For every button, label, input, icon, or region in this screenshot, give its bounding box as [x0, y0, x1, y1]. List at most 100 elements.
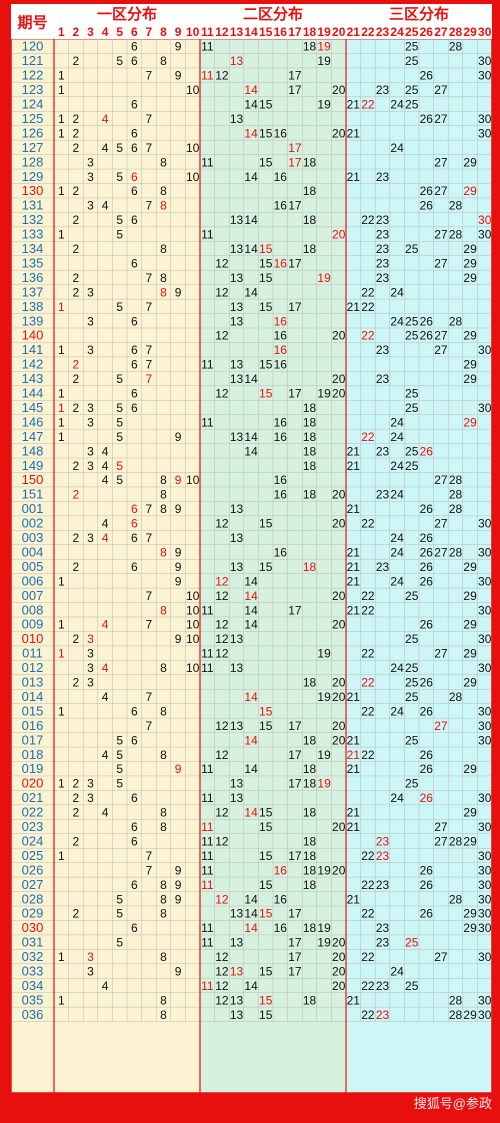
drawn-number: 14 — [244, 589, 258, 603]
drawn-number: 9 — [175, 574, 182, 588]
table-row: 032 1 3 8 12 17 20 22 27 30 — [22, 949, 492, 964]
drawn-number: 18 — [303, 155, 317, 169]
drawn-number: 15 — [259, 242, 273, 256]
drawn-number: 24 — [390, 704, 404, 718]
drawn-number: 9 — [175, 863, 182, 877]
header-background — [11, 4, 492, 39]
column-header-24: 24 — [390, 25, 404, 39]
drawn-number: 11 — [201, 820, 214, 834]
drawn-number: 30 — [478, 545, 492, 559]
issue-number: 136 — [22, 270, 44, 285]
drawn-number: 19 — [317, 748, 331, 762]
drawn-number: 15 — [259, 806, 273, 820]
drawn-number: 20 — [332, 387, 346, 401]
drawn-number: 10 — [186, 141, 200, 155]
drawn-number: 18 — [303, 993, 317, 1007]
drawn-number: 13 — [230, 936, 244, 950]
issue-number: 151 — [22, 487, 44, 502]
drawn-number: 29 — [463, 155, 477, 169]
drawn-number: 26 — [420, 531, 434, 545]
table-row: 123 1 10 14 17 20 23 25 27 — [22, 82, 448, 97]
drawn-number: 6 — [131, 126, 138, 140]
drawn-number: 2 — [73, 777, 80, 791]
drawn-number: 2 — [73, 242, 80, 256]
drawn-number: 12 — [215, 647, 229, 661]
issue-number: 135 — [22, 255, 44, 270]
drawn-number: 18 — [303, 213, 317, 227]
drawn-number: 15 — [259, 719, 273, 733]
issue-number: 018 — [22, 747, 44, 762]
drawn-number: 23 — [376, 83, 390, 97]
table-row: 145 1 2 3 5 6 18 25 30 — [22, 400, 492, 415]
drawn-number: 17 — [288, 603, 302, 617]
drawn-number: 20 — [332, 965, 346, 979]
drawn-number: 20 — [332, 83, 346, 97]
drawn-number: 12 — [215, 806, 229, 820]
drawn-number: 15 — [259, 387, 273, 401]
drawn-number: 1 — [58, 415, 65, 429]
drawn-number: 4 — [102, 979, 109, 993]
drawn-number: 3 — [87, 401, 94, 415]
drawn-number: 23 — [376, 213, 390, 227]
drawn-number: 29 — [463, 647, 477, 661]
drawn-number: 23 — [376, 170, 390, 184]
drawn-number: 28 — [449, 314, 463, 328]
issue-number: 028 — [22, 891, 44, 906]
drawn-number: 26 — [420, 907, 434, 921]
issue-number: 015 — [22, 703, 44, 718]
drawn-number: 8 — [160, 488, 167, 502]
drawn-number: 26 — [420, 502, 434, 516]
drawn-number: 16 — [274, 415, 288, 429]
drawn-number: 16 — [274, 329, 288, 343]
column-header-26: 26 — [420, 25, 434, 39]
drawn-number: 29 — [463, 358, 477, 372]
table-row: 017 5 6 14 18 20 21 25 30 — [22, 732, 492, 747]
drawn-number: 5 — [116, 430, 123, 444]
column-header-9: 9 — [175, 25, 182, 39]
drawn-number: 27 — [434, 834, 448, 848]
drawn-number: 3 — [87, 950, 94, 964]
drawn-number: 22 — [361, 676, 375, 690]
table-row: 121 2 5 6 8 13 19 25 30 — [22, 53, 492, 68]
drawn-number: 7 — [146, 300, 153, 314]
table-row: 133 1 5 11 20 23 27 28 30 — [22, 227, 492, 242]
drawn-number: 16 — [274, 314, 288, 328]
drawn-number: 12 — [215, 834, 229, 848]
drawn-number: 17 — [288, 965, 302, 979]
drawn-number: 14 — [244, 83, 258, 97]
table-row: 131 3 4 7 8 16 17 26 28 — [22, 198, 463, 213]
issue-number: 127 — [22, 140, 44, 155]
issue-number: 146 — [22, 414, 44, 429]
drawn-number: 1 — [58, 993, 65, 1007]
issue-number: 126 — [22, 125, 44, 140]
drawn-number: 11 — [201, 40, 214, 54]
drawn-number: 26 — [420, 112, 434, 126]
table-row: 008 8 10 11 14 17 21 22 30 — [22, 602, 492, 617]
drawn-number: 25 — [405, 444, 419, 458]
drawn-number: 25 — [405, 733, 419, 747]
drawn-number: 28 — [449, 199, 463, 213]
drawn-number: 29 — [463, 184, 477, 198]
issue-column-background — [11, 39, 54, 1093]
table-row: 031 5 11 13 17 19 20 23 25 — [22, 935, 419, 950]
drawn-number: 12 — [215, 589, 229, 603]
drawn-number: 5 — [116, 415, 123, 429]
drawn-number: 23 — [376, 849, 390, 863]
drawn-number: 3 — [87, 632, 94, 646]
drawn-number: 9 — [175, 762, 182, 776]
drawn-number: 14 — [244, 979, 258, 993]
drawn-number: 6 — [131, 517, 138, 531]
drawn-number: 2 — [73, 54, 80, 68]
drawn-number: 10 — [186, 83, 200, 97]
issue-number: 150 — [22, 472, 44, 487]
issue-number: 120 — [22, 39, 44, 54]
drawn-number: 17 — [288, 141, 302, 155]
drawn-number: 6 — [131, 560, 138, 574]
issue-number: 019 — [22, 761, 44, 776]
issue-number: 036 — [22, 1007, 44, 1022]
drawn-number: 1 — [58, 849, 65, 863]
drawn-number: 8 — [160, 950, 167, 964]
drawn-number: 26 — [420, 69, 434, 83]
drawn-number: 4 — [102, 199, 109, 213]
drawn-number: 24 — [390, 98, 404, 112]
